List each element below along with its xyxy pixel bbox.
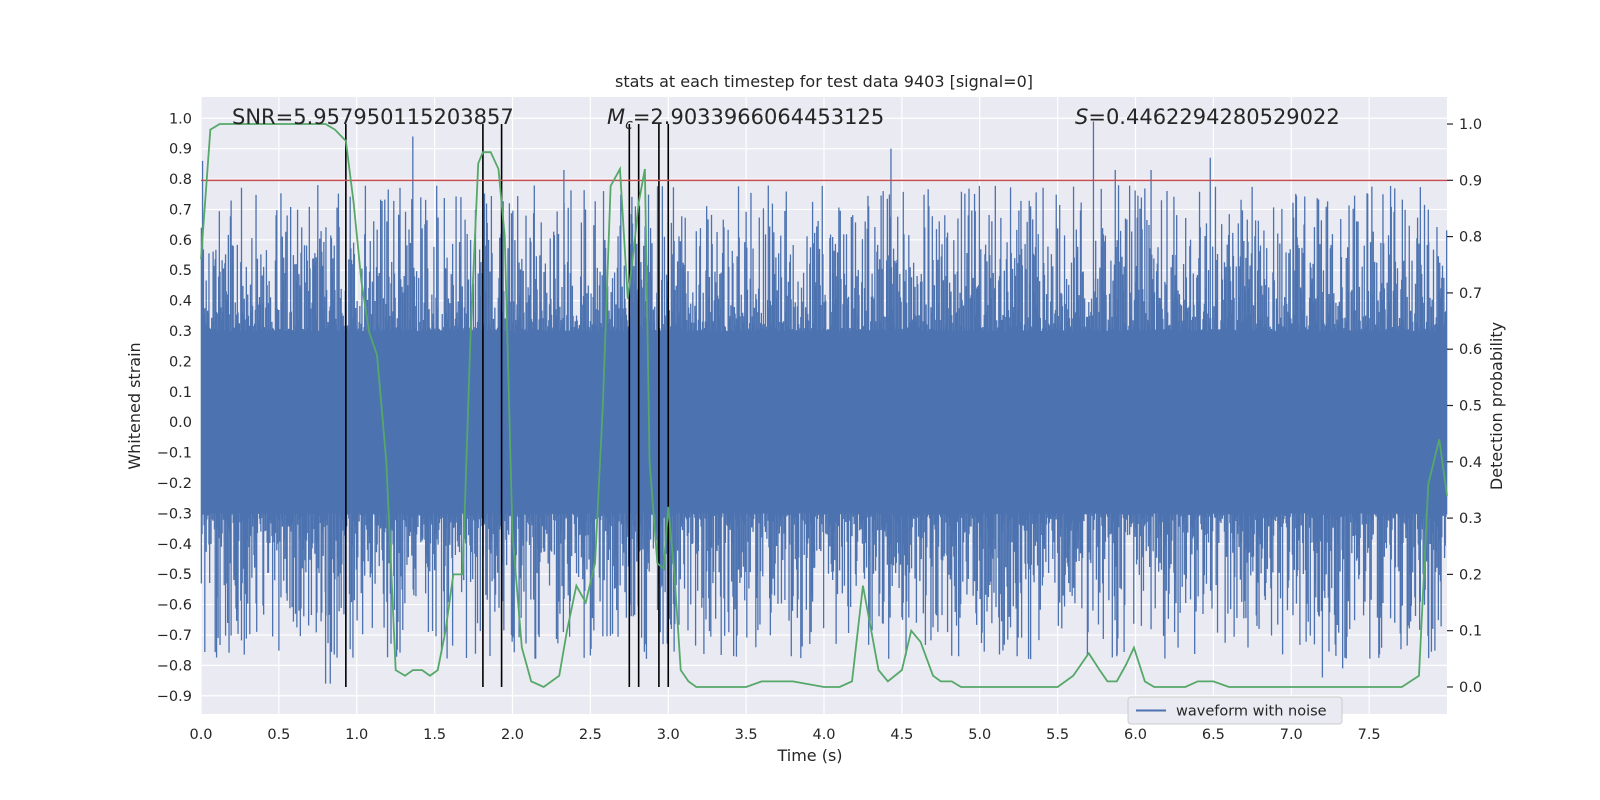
left-y-tick-label: 0.4 [169, 294, 192, 310]
left-y-axis-label: Whitened strain [125, 342, 144, 469]
x-tick-label: 0.0 [189, 727, 212, 743]
waveform-spikes [200, 121, 1448, 684]
left-y-tick-label: 0.8 [169, 172, 192, 188]
left-y-tick-label: −0.3 [157, 506, 192, 522]
left-y-tick-label: 0.7 [169, 202, 192, 218]
waveform-with-noise-series [200, 121, 1448, 684]
chirp-mass-annotation: Mc=2.9033966064453125 [607, 105, 884, 133]
legend-box [1127, 696, 1343, 725]
left-y-tick-label: 0.3 [169, 324, 192, 340]
x-tick-label: 7.5 [1358, 727, 1381, 743]
right-y-axis-ticks: 0.0 0.1 0.2 0.3 0.4 0.5 0.6 0.7 0.8 0.9 1.0 [1447, 117, 1482, 696]
right-y-tick-label: 0.4 [1459, 455, 1482, 471]
left-y-tick-label: −0.8 [157, 658, 192, 674]
right-y-tick-label: 0.0 [1459, 680, 1482, 696]
left-y-tick-label: 0.0 [169, 415, 192, 431]
left-y-axis-ticks: 1.0 0.9 0.8 0.7 0.6 0.5 0.4 0.3 0.2 0.1 0.0 −0.1 −0.… [157, 111, 192, 704]
left-y-tick-label: 0.2 [169, 354, 192, 370]
right-y-tick-label: 0.8 [1459, 230, 1482, 246]
legend: waveform with noise [1127, 696, 1343, 725]
left-y-tick-label: −0.5 [157, 567, 192, 583]
x-tick-label: 1.5 [423, 727, 446, 743]
x-tick-label: 4.5 [890, 727, 913, 743]
left-y-tick-label: 0.9 [169, 142, 192, 158]
chirp-mass-value: =2.9033966064453125 [633, 105, 884, 129]
plot-area [200, 97, 1448, 714]
x-axis-ticks: 0.0 0.5 1.0 1.5 2.0 2.5 3.0 3.5 4.0 4.5 5.0 5.5 6.0 6… [189, 727, 1380, 743]
chirp-mass-subscript: c [625, 117, 633, 133]
left-y-tick-label: −0.1 [157, 446, 192, 462]
detection-probability-series [200, 123, 1448, 689]
s-statistic-annotation: S=0.4462294280529022 [1075, 105, 1340, 129]
x-tick-label: 3.5 [735, 727, 758, 743]
x-tick-label: 1.0 [345, 727, 368, 743]
x-tick-label: 3.0 [657, 727, 680, 743]
chirp-mass-symbol: M [607, 105, 625, 129]
left-y-tick-label: −0.2 [157, 476, 192, 492]
left-y-tick-label: 1.0 [169, 111, 192, 127]
x-tick-label: 5.5 [1046, 727, 1069, 743]
left-y-tick-label: −0.4 [157, 537, 192, 553]
s-statistic-symbol: S [1075, 105, 1088, 129]
right-y-axis-label: Detection probability [1487, 322, 1506, 490]
vertical-markers [345, 124, 670, 687]
right-y-tick-label: 0.9 [1459, 173, 1482, 189]
left-y-tick-label: 0.6 [169, 233, 192, 249]
s-statistic-value: =0.4462294280529022 [1088, 105, 1339, 129]
x-tick-label: 2.5 [579, 727, 602, 743]
left-y-tick-label: −0.7 [157, 628, 192, 644]
left-y-tick-label: −0.6 [157, 598, 192, 614]
chart-title: stats at each timestep for test data 940… [615, 72, 1033, 91]
right-y-tick-label: 0.5 [1459, 399, 1482, 415]
right-y-tick-label: 0.2 [1459, 567, 1482, 583]
x-tick-label: 4.0 [812, 727, 835, 743]
x-axis-label: Time (s) [776, 746, 842, 765]
right-y-tick-label: 0.7 [1459, 286, 1482, 302]
left-y-tick-label: −0.9 [157, 689, 192, 705]
right-y-tick-label: 1.0 [1459, 117, 1482, 133]
x-tick-label: 0.5 [267, 727, 290, 743]
right-y-tick-label: 0.3 [1459, 511, 1482, 527]
legend-label: waveform with noise [1176, 704, 1327, 720]
x-tick-label: 7.0 [1280, 727, 1303, 743]
snr-annotation: SNR=5.957950115203857 [232, 105, 514, 129]
right-y-tick-label: 0.1 [1459, 624, 1482, 640]
x-tick-label: 2.0 [501, 727, 524, 743]
x-tick-label: 6.5 [1202, 727, 1225, 743]
x-tick-label: 6.0 [1124, 727, 1147, 743]
right-y-tick-label: 0.6 [1459, 342, 1482, 358]
left-y-tick-label: 0.1 [169, 385, 192, 401]
left-y-tick-label: 0.5 [169, 263, 192, 279]
x-tick-label: 5.0 [968, 727, 991, 743]
